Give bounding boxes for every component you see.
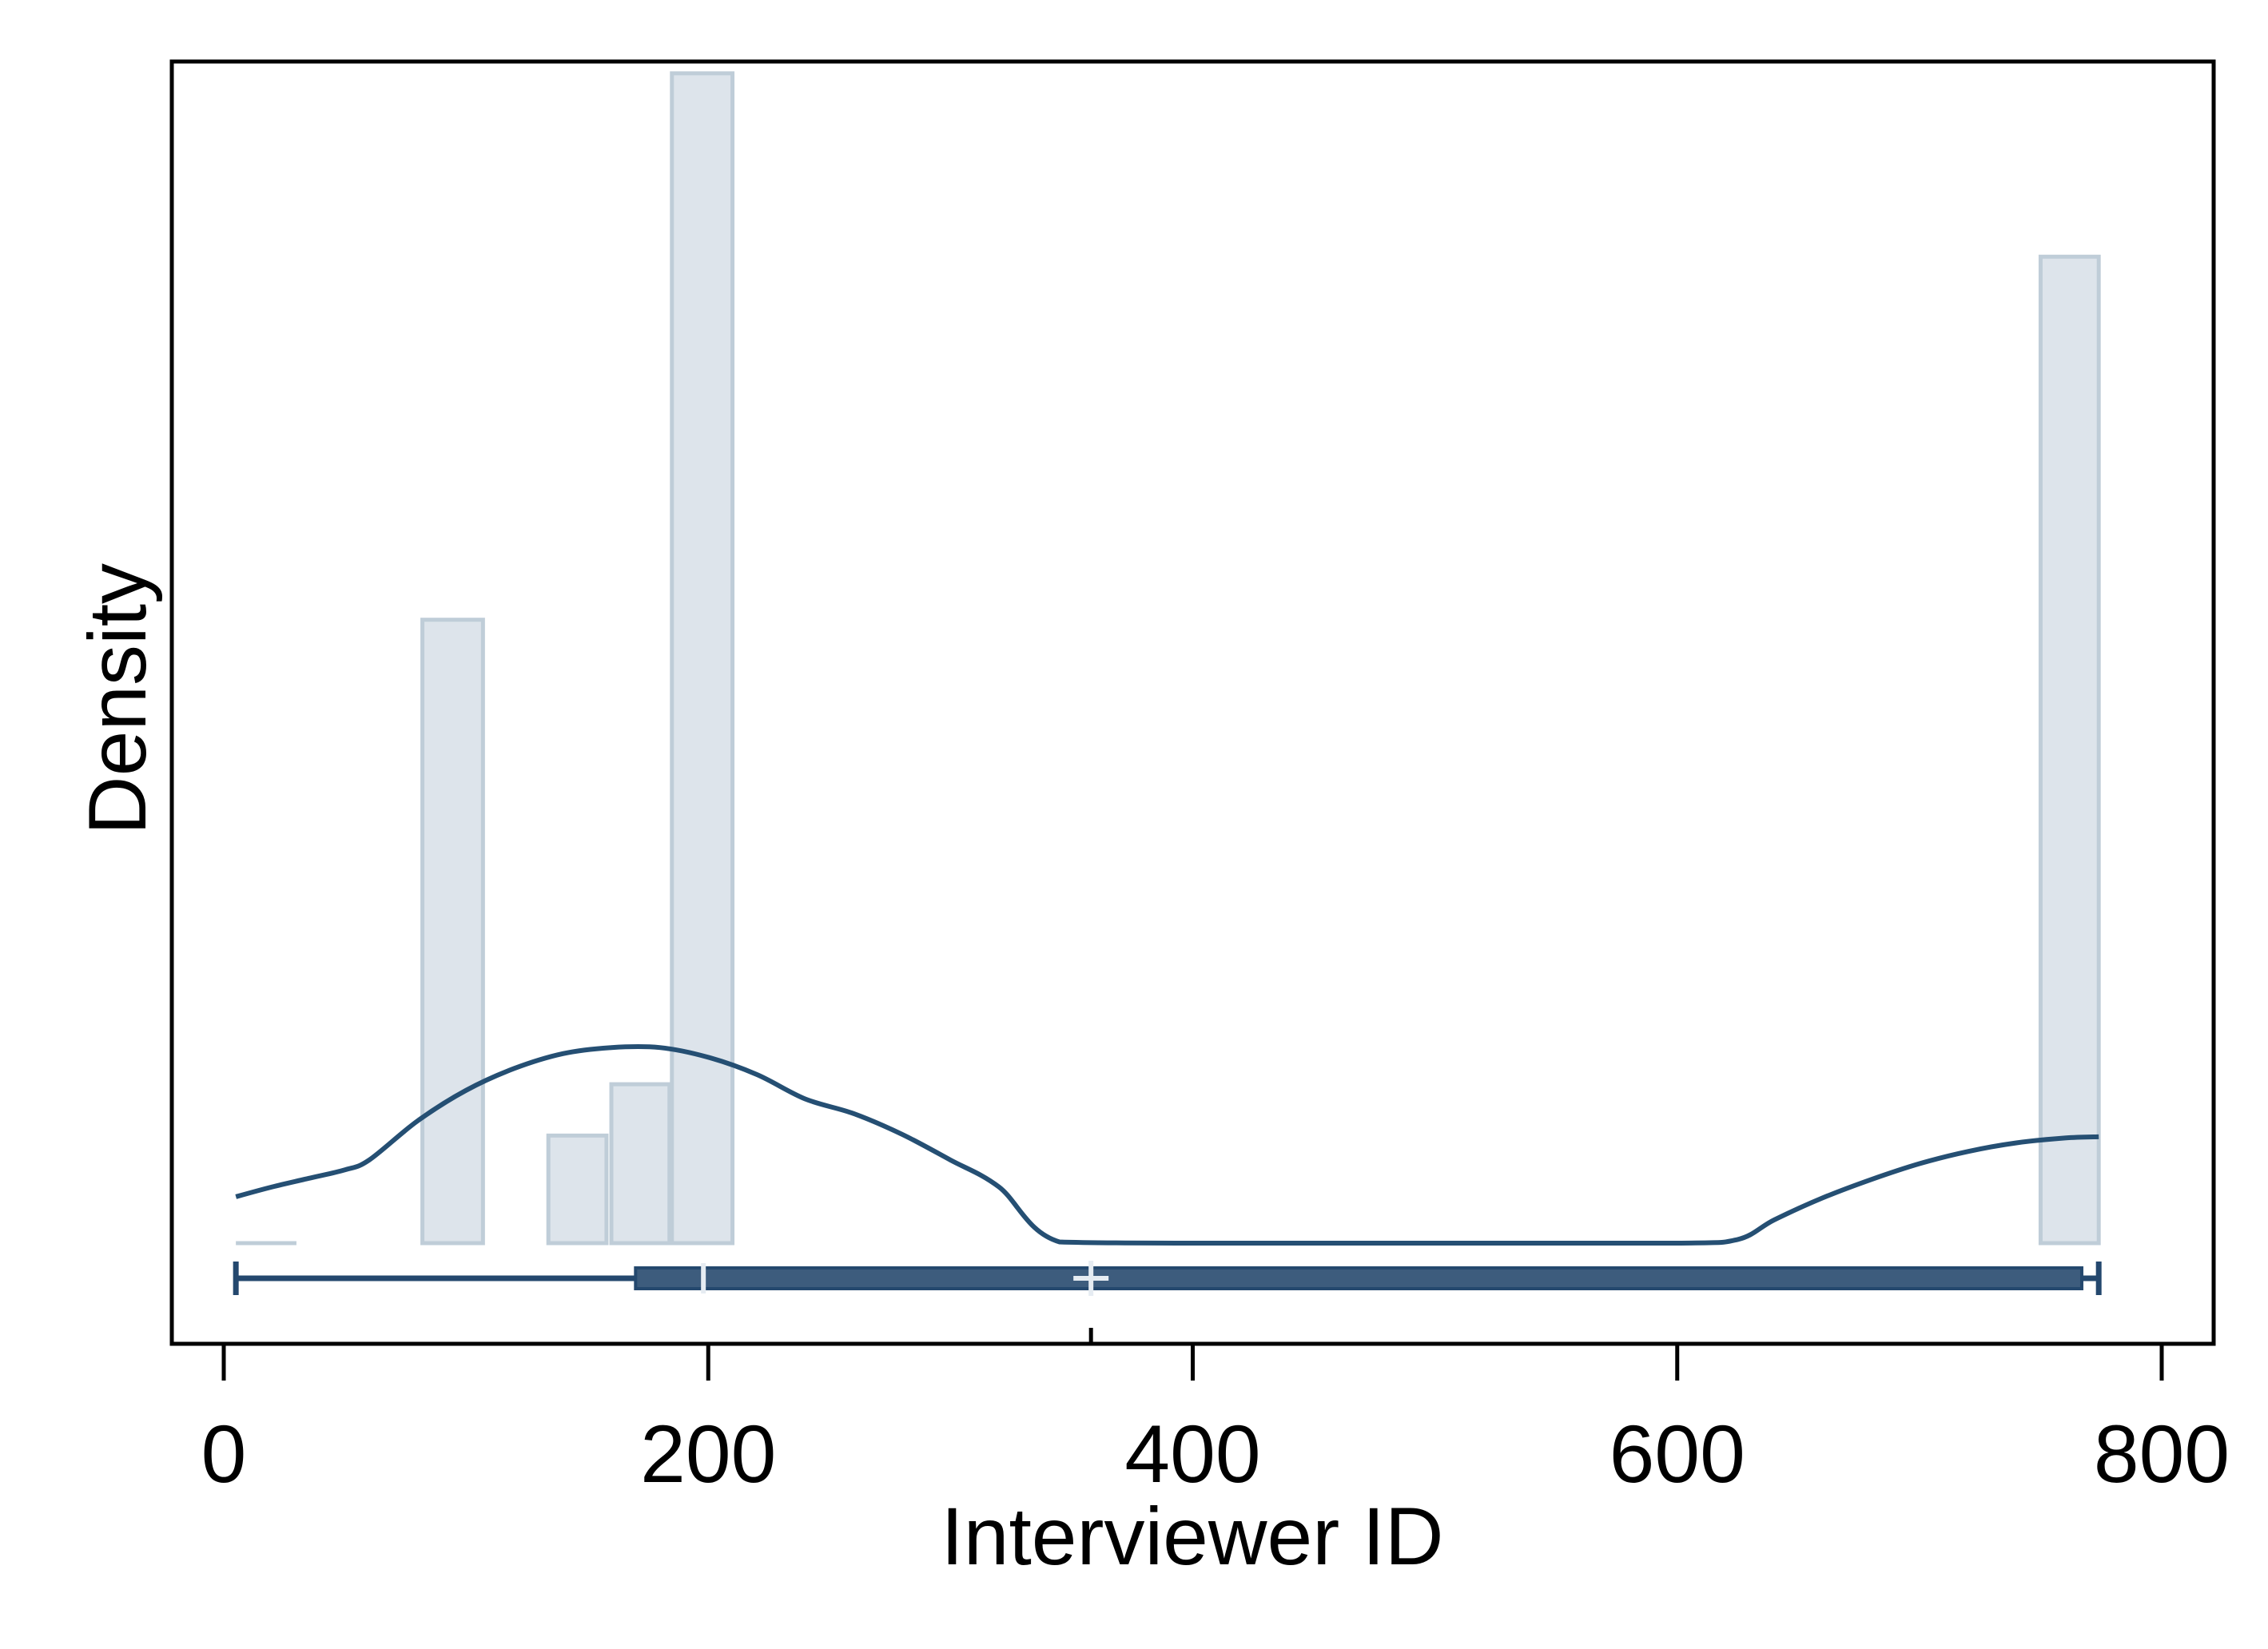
- histogram-bar-2: [546, 1133, 609, 1246]
- histogram-bar-4: [670, 71, 735, 1246]
- x-axis: 0 200 400 600 800: [201, 1345, 2230, 1500]
- plot-frame: [169, 59, 2216, 1346]
- kde-curve: [235, 1043, 2099, 1246]
- x-tick-label-400: 400: [1124, 1409, 1260, 1500]
- histogram-bar-5: [2038, 254, 2101, 1246]
- y-axis-title: Density: [72, 563, 163, 835]
- boxplot-box: [634, 1266, 2083, 1290]
- x-tick-label-600: 600: [1609, 1409, 1745, 1500]
- histogram-bars: [236, 71, 2101, 1246]
- histogram-bar-3: [609, 1082, 672, 1246]
- histogram-bar-1: [420, 618, 485, 1246]
- x-tick-label-0: 0: [201, 1409, 247, 1500]
- boxplot: [233, 1261, 2102, 1344]
- x-axis-title: Interviewer ID: [941, 1491, 1443, 1582]
- x-tick-label-200: 200: [640, 1409, 776, 1500]
- x-tick-label-800: 800: [2094, 1409, 2230, 1500]
- kde-curve-layer: [235, 1043, 2099, 1246]
